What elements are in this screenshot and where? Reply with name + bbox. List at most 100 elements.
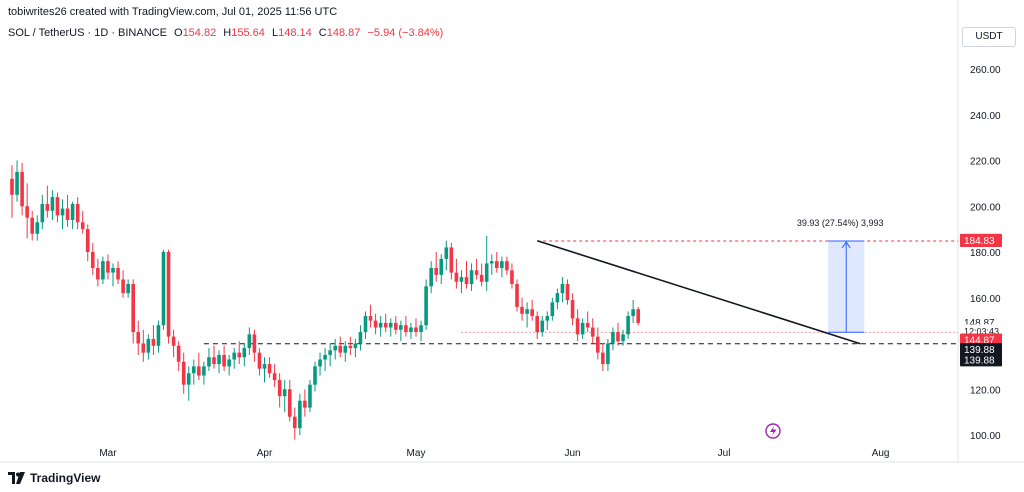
candle-down — [596, 327, 600, 360]
price-tag-label: 139.88 — [964, 355, 995, 366]
lightning-icon — [770, 426, 777, 436]
candle-body — [616, 332, 620, 342]
candle-body — [585, 322, 590, 328]
candle-up — [328, 343, 332, 367]
candle-up — [631, 300, 635, 323]
candle-up — [101, 256, 105, 285]
candle-up — [459, 270, 464, 294]
candle-body — [101, 261, 105, 280]
candle-body — [287, 389, 292, 417]
candle-up — [388, 318, 393, 337]
candle-body — [469, 270, 474, 285]
candle-down — [348, 336, 353, 355]
lightning-event-icon[interactable] — [765, 423, 781, 439]
tradingview-footer[interactable]: TradingView — [8, 471, 100, 485]
candle-down — [449, 242, 454, 280]
candle-up — [298, 393, 302, 435]
price-tag-bg — [960, 324, 1002, 338]
candle-up — [15, 160, 19, 202]
candle-body — [166, 252, 171, 337]
candle-down — [272, 364, 277, 387]
candle-body — [282, 389, 287, 397]
candle-body — [353, 343, 358, 349]
candle-up — [227, 354, 231, 376]
candle-up — [484, 235, 489, 291]
candle-body — [156, 325, 161, 346]
candle-body — [535, 316, 539, 333]
change-value: −5.94 (−3.84%) — [367, 27, 444, 39]
price-tag: 139.88 — [960, 353, 1002, 367]
measure-range-box[interactable] — [828, 240, 865, 333]
candle-body — [429, 268, 433, 287]
candle-body — [454, 272, 459, 282]
candle-body — [474, 270, 479, 275]
candle-body — [55, 197, 60, 216]
candle-up — [313, 361, 317, 392]
candle-down — [575, 309, 580, 342]
candle-body — [500, 261, 504, 269]
candle-body — [75, 203, 80, 223]
candle-up — [146, 334, 151, 360]
candle-body — [555, 293, 560, 303]
high-label: H — [223, 27, 232, 39]
candle-down — [141, 329, 146, 362]
candle-up — [70, 201, 75, 230]
candle-body — [464, 277, 469, 285]
candle-down — [510, 263, 514, 289]
price-tag-label: 148.87 — [964, 318, 995, 329]
candle-body — [399, 325, 403, 330]
candle-up — [156, 320, 161, 353]
symbol-legend: SOL / TetherUS · 1D · BINANCE O154.82 H1… — [8, 27, 443, 39]
high-value: 155.64 — [231, 27, 265, 39]
candle-body — [394, 322, 398, 330]
candle-up — [409, 322, 413, 339]
candle-body — [217, 354, 221, 365]
candle-down — [55, 192, 60, 223]
candle-down — [131, 279, 135, 344]
candle-body — [621, 334, 625, 342]
candle-body — [186, 373, 191, 385]
candle-body — [131, 284, 135, 333]
candle-body — [484, 263, 489, 282]
close-label: C — [318, 27, 327, 39]
x-tick-label: May — [407, 448, 426, 459]
candle-down — [222, 345, 226, 371]
candle-down — [570, 293, 575, 326]
candle-body — [298, 400, 302, 429]
candle-body — [631, 309, 635, 317]
candle-up — [111, 263, 115, 287]
candle-down — [277, 373, 282, 408]
candle-up — [489, 254, 494, 275]
candle-body — [626, 316, 630, 335]
candle-up — [282, 380, 287, 413]
candle-down — [80, 210, 85, 234]
candle-body — [505, 261, 509, 271]
measure-arrow-head-icon — [841, 241, 851, 249]
candle-down — [30, 210, 34, 241]
candle-body — [293, 416, 297, 429]
candle-body — [25, 206, 29, 218]
candle-body — [343, 345, 348, 353]
candle-body — [601, 352, 605, 365]
currency-button[interactable]: USDT — [962, 27, 1016, 47]
candle-up — [126, 279, 130, 298]
candle-up — [202, 361, 206, 385]
candle-up — [550, 297, 555, 321]
candle-down — [404, 316, 408, 337]
candle-up — [555, 288, 560, 310]
candle-down — [515, 279, 519, 312]
candle-down — [116, 261, 120, 285]
candle-down — [585, 311, 590, 333]
candle-body — [328, 350, 332, 355]
candle-up — [247, 327, 252, 355]
candle-down — [520, 297, 524, 321]
symbol-name[interactable]: SOL / TetherUS · 1D · BINANCE — [8, 27, 167, 39]
candle-body — [161, 252, 166, 326]
candle-body — [91, 252, 95, 269]
price-tag-bg — [960, 316, 1002, 330]
descending-trendline[interactable] — [536, 240, 861, 345]
candle-up — [161, 249, 166, 330]
price-tag-label: 184.88 — [964, 236, 995, 247]
candle-body — [489, 261, 494, 264]
